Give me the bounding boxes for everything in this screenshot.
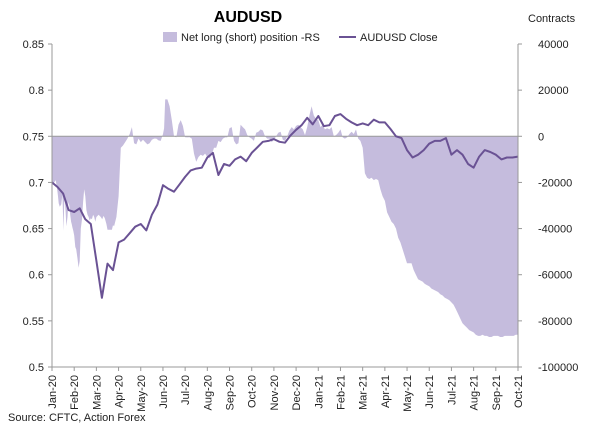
plot-area (51, 44, 519, 368)
x-tick-label: Feb-21 (335, 375, 347, 410)
legend-area-label: Net long (short) position -RS (181, 32, 320, 44)
left-tick-label: 0.7 (29, 177, 44, 189)
x-tick-label: Oct-21 (513, 375, 525, 408)
x-tick-label: Jan-20 (47, 375, 59, 409)
right-tick-label: -80000 (538, 316, 572, 328)
left-tick-label: 0.65 (23, 224, 44, 236)
x-tick-label: Sep-20 (225, 375, 237, 410)
x-axis: Jan-20 Feb-20 Mar-20 Apr-20 May-20 Jun-20 Jul-… (47, 367, 525, 412)
x-tick-label: Jul-20 (180, 375, 192, 405)
right-tick-label: 0 (538, 131, 544, 143)
x-tick-label: Jun-21 (424, 375, 436, 409)
left-tick-label: 0.75 (23, 131, 44, 143)
x-tick-label: Jul-21 (446, 375, 458, 405)
legend-line-label: AUDUSD Close (360, 32, 438, 44)
x-tick-label: Nov-20 (269, 375, 281, 410)
right-tick-label: -20000 (538, 177, 572, 189)
right-tick-label: 20000 (538, 85, 569, 97)
x-tick-label: May-20 (136, 375, 148, 412)
right-axis-label: Contracts (528, 13, 576, 25)
x-tick-label: Feb-20 (69, 375, 81, 410)
source-note: Source: CFTC, Action Forex (8, 412, 146, 424)
x-tick-label: Oct-20 (247, 375, 259, 408)
x-tick-label: Apr-21 (380, 375, 392, 408)
right-tick-label: -60000 (538, 270, 572, 282)
legend-area-swatch (163, 32, 177, 42)
x-tick-label: Aug-21 (469, 375, 481, 410)
right-tick-label: -40000 (538, 224, 572, 236)
left-tick-label: 0.5 (29, 362, 44, 374)
x-tick-label: Mar-20 (91, 375, 103, 410)
x-tick-label: Aug-20 (202, 375, 214, 410)
audusd-close-line (51, 113, 519, 299)
x-tick-label: Sep-21 (491, 375, 503, 410)
x-tick-label: Apr-20 (114, 375, 126, 408)
left-tick-label: 0.6 (29, 270, 44, 282)
chart-title: AUDUSD (214, 9, 282, 26)
left-tick-label: 0.8 (29, 85, 44, 97)
x-tick-label: May-21 (402, 375, 414, 412)
x-tick-label: Jan-21 (313, 375, 325, 409)
x-tick-label: Jun-20 (158, 375, 170, 409)
left-tick-label: 0.55 (23, 316, 44, 328)
right-tick-label: 40000 (538, 39, 569, 51)
right-tick-label: -100000 (538, 362, 578, 374)
net-position-area (52, 99, 518, 338)
x-tick-label: Dec-20 (291, 375, 303, 410)
left-axis: 0.5 0.55 0.6 0.65 0.7 0.75 0.8 0.85 (23, 39, 52, 374)
right-axis: -100000 -80000 -60000 -40000 -20000 0 20000 400… (518, 39, 578, 374)
x-tick-label: Mar-21 (358, 375, 370, 410)
left-tick-label: 0.85 (23, 39, 44, 51)
